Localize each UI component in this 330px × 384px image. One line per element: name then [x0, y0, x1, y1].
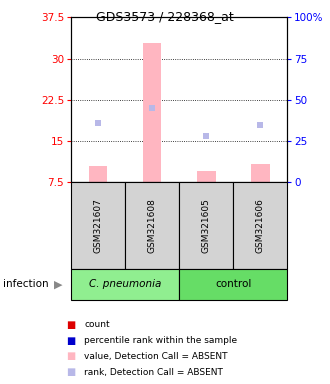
Bar [143, 43, 161, 182]
Text: C. pneumonia: C. pneumonia [89, 279, 161, 289]
Bar [250, 164, 270, 182]
Text: percentile rank within the sample: percentile rank within the sample [84, 336, 237, 345]
Text: ■: ■ [66, 351, 76, 361]
Bar [71, 269, 179, 300]
Bar [71, 182, 125, 269]
Bar [88, 166, 108, 182]
Bar [125, 182, 179, 269]
Text: ■: ■ [66, 336, 76, 346]
Bar [179, 269, 287, 300]
Text: count: count [84, 320, 110, 329]
Bar [197, 171, 215, 182]
Text: ■: ■ [66, 320, 76, 330]
Bar [233, 182, 287, 269]
Bar [179, 182, 233, 269]
Text: rank, Detection Call = ABSENT: rank, Detection Call = ABSENT [84, 368, 223, 377]
Text: GDS3573 / 228368_at: GDS3573 / 228368_at [96, 10, 234, 23]
Text: GSM321606: GSM321606 [255, 198, 265, 253]
Text: GSM321607: GSM321607 [93, 198, 103, 253]
Text: ▶: ▶ [53, 279, 62, 289]
Text: GSM321608: GSM321608 [148, 198, 156, 253]
Text: control: control [215, 279, 251, 289]
Text: ■: ■ [66, 367, 76, 377]
Text: GSM321605: GSM321605 [202, 198, 211, 253]
Text: value, Detection Call = ABSENT: value, Detection Call = ABSENT [84, 352, 228, 361]
Text: infection: infection [3, 279, 49, 289]
